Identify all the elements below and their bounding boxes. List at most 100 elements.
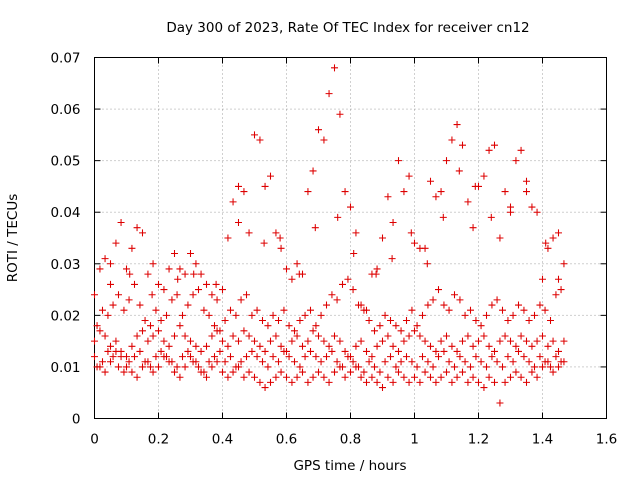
- data-point: [126, 270, 134, 278]
- data-point: [379, 384, 386, 392]
- data-point: [304, 337, 312, 345]
- data-point: [525, 358, 533, 366]
- data-point: [208, 291, 216, 299]
- y-tick-label: 0.03: [50, 257, 80, 273]
- data-point: [192, 358, 200, 366]
- data-point: [179, 353, 186, 361]
- data-point: [411, 327, 418, 335]
- data-point: [205, 358, 213, 366]
- data-point: [440, 301, 448, 309]
- data-point: [224, 373, 232, 381]
- data-point: [112, 239, 120, 247]
- data-point: [253, 353, 261, 361]
- data-point: [136, 347, 144, 355]
- data-point: [304, 378, 312, 386]
- data-point: [323, 301, 330, 309]
- data-point: [227, 306, 234, 314]
- data-point: [496, 234, 504, 242]
- data-point: [528, 368, 536, 376]
- data-point: [531, 311, 538, 319]
- y-tick-label: 0.05: [50, 154, 80, 170]
- data-point: [411, 373, 418, 381]
- data-point: [309, 167, 317, 175]
- data-point: [493, 296, 501, 304]
- data-point: [520, 353, 528, 361]
- data-point: [427, 373, 434, 381]
- data-point: [235, 363, 242, 371]
- data-point: [355, 301, 362, 309]
- data-point: [293, 332, 301, 340]
- data-point: [384, 332, 392, 340]
- data-point: [256, 378, 264, 386]
- data-point: [488, 353, 496, 361]
- data-point: [403, 317, 410, 325]
- data-point: [547, 317, 554, 325]
- data-point: [123, 265, 130, 273]
- data-point: [549, 234, 557, 242]
- data-point: [261, 347, 269, 355]
- data-point: [112, 337, 120, 345]
- x-tick-label: 1.6: [596, 432, 617, 448]
- data-point: [248, 347, 256, 355]
- data-point: [272, 373, 280, 381]
- data-point: [211, 353, 218, 361]
- data-point: [523, 337, 530, 345]
- data-point: [483, 363, 490, 371]
- data-point: [280, 347, 288, 355]
- data-point: [133, 332, 141, 340]
- data-point: [357, 337, 365, 345]
- data-point: [304, 188, 312, 196]
- data-point: [219, 286, 226, 294]
- data-point: [179, 311, 186, 319]
- data-point: [243, 353, 250, 361]
- data-point: [189, 291, 197, 299]
- data-point: [139, 229, 146, 237]
- data-point: [221, 358, 229, 366]
- data-point: [299, 368, 306, 376]
- y-tick-label: 0.04: [50, 205, 80, 221]
- data-point: [261, 384, 269, 392]
- data-point: [453, 373, 461, 381]
- data-point: [437, 188, 445, 196]
- data-point: [101, 255, 109, 263]
- data-point: [341, 347, 349, 355]
- data-point: [248, 311, 256, 319]
- data-point: [363, 378, 370, 386]
- data-point: [379, 337, 386, 345]
- data-point: [176, 322, 184, 330]
- data-point: [187, 353, 194, 361]
- data-point: [455, 167, 463, 175]
- data-point: [91, 291, 98, 299]
- data-point: [288, 337, 296, 345]
- data-point: [485, 342, 493, 350]
- data-point: [416, 332, 424, 340]
- data-point: [509, 358, 517, 366]
- data-point: [536, 301, 544, 309]
- data-point: [512, 157, 520, 165]
- data-point: [389, 219, 397, 227]
- data-point: [245, 332, 253, 340]
- data-point: [405, 172, 413, 180]
- data-point: [421, 368, 429, 376]
- data-point: [197, 270, 205, 278]
- data-point: [544, 342, 552, 350]
- data-point: [424, 301, 432, 309]
- data-point: [421, 337, 429, 345]
- data-point: [464, 378, 472, 386]
- data-point: [301, 311, 309, 319]
- data-point: [125, 358, 133, 366]
- data-point: [368, 353, 376, 361]
- data-point: [549, 337, 557, 345]
- data-point: [547, 363, 554, 371]
- data-point: [176, 373, 184, 381]
- data-point: [147, 322, 154, 330]
- data-point: [149, 368, 157, 376]
- data-point: [264, 322, 272, 330]
- data-point: [160, 286, 168, 294]
- data-point: [224, 342, 232, 350]
- data-point: [395, 157, 402, 165]
- data-point: [203, 373, 210, 381]
- data-point: [542, 239, 550, 247]
- data-point: [560, 260, 568, 268]
- data-point: [276, 234, 284, 242]
